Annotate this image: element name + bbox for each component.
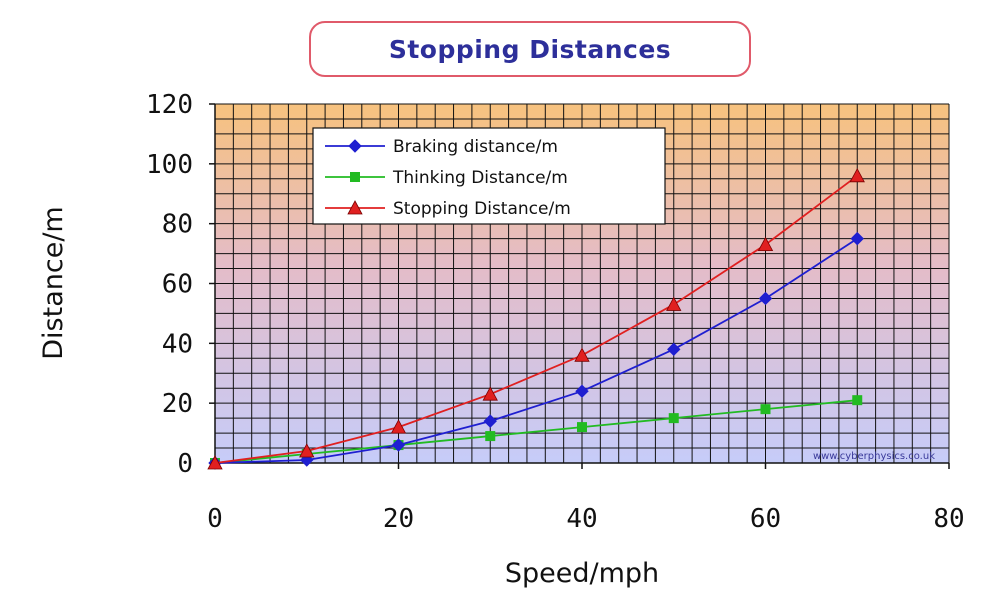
- series-layer: [207, 167, 865, 470]
- data-point: [757, 236, 774, 252]
- x-axis-label: Speed/mph: [505, 558, 659, 589]
- series-triangle: [207, 167, 865, 470]
- series-line: [214, 237, 858, 464]
- data-point: [390, 419, 407, 434]
- legend-marker: [348, 139, 362, 153]
- y-tick-label: 100: [146, 150, 193, 180]
- chart-title-box: Stopping Distances: [309, 21, 751, 77]
- x-tick-label: 40: [566, 504, 597, 534]
- data-point: [299, 443, 315, 458]
- x-tick-label: 60: [750, 504, 781, 534]
- data-point: [852, 395, 863, 406]
- x-tick-label: 0: [207, 504, 223, 534]
- y-tick-label: 120: [146, 90, 193, 120]
- data-point: [758, 291, 773, 306]
- y-axis-label: Distance/m: [38, 206, 69, 359]
- y-tick-label: 60: [162, 270, 193, 300]
- chart-title: Stopping Distances: [388, 34, 672, 64]
- legend-label: Thinking Distance/m: [392, 168, 568, 188]
- series-line: [214, 175, 858, 464]
- y-tick-label: 40: [162, 329, 193, 359]
- data-point: [668, 413, 679, 424]
- data-point: [667, 342, 681, 357]
- axes: 0 20 40 60 80 100 120 0 20 40 60 80: [146, 90, 965, 534]
- data-point: [575, 384, 589, 398]
- legend-marker: [350, 172, 360, 182]
- x-tick-label: 20: [383, 504, 414, 534]
- y-tick-label: 20: [162, 389, 193, 419]
- data-point: [850, 231, 864, 246]
- legend-label: Stopping Distance/m: [393, 199, 571, 219]
- data-point: [849, 167, 865, 183]
- legend-box: [312, 127, 666, 225]
- series-line: [214, 399, 858, 464]
- y-tick-label: 80: [162, 210, 193, 240]
- legend: Braking distance/m Thinking Distance/m Sto…: [312, 127, 666, 225]
- data-point: [666, 296, 682, 311]
- data-point: [760, 404, 771, 415]
- data-point: [577, 422, 587, 433]
- x-tick-label: 80: [933, 504, 964, 534]
- y-tick-label: 0: [177, 449, 193, 479]
- legend-marker: [347, 200, 363, 215]
- data-point: [574, 347, 590, 362]
- data-point: [391, 438, 406, 452]
- data-point: [207, 455, 223, 470]
- data-point: [485, 431, 496, 442]
- legend-label: Braking distance/m: [393, 137, 558, 157]
- data-point: [482, 386, 498, 401]
- watermark: www.cyberphysics.co.uk: [813, 451, 935, 462]
- series-diamond: [208, 231, 864, 470]
- data-point: [483, 414, 497, 428]
